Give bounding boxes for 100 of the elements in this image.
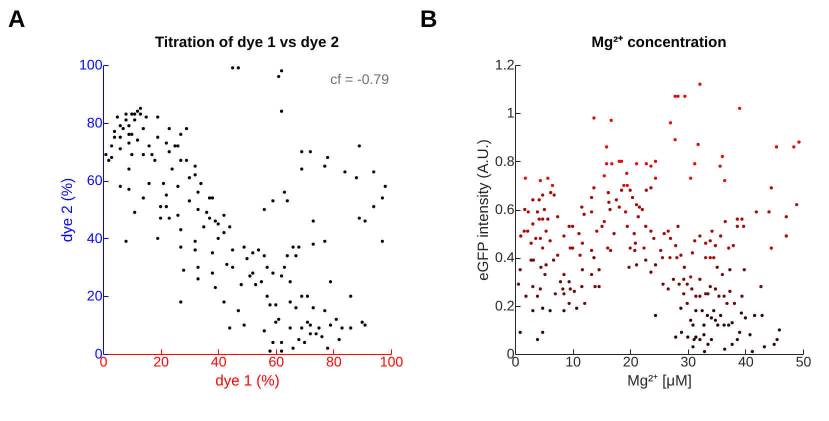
point	[712, 309, 716, 312]
point	[691, 345, 695, 348]
point	[518, 330, 522, 334]
point	[706, 314, 709, 318]
point	[679, 306, 682, 310]
point	[738, 330, 742, 334]
point	[686, 336, 690, 339]
chart-title: Mg²⁺ concentration	[592, 34, 726, 51]
point	[750, 350, 754, 354]
point	[774, 145, 778, 148]
point	[602, 174, 606, 178]
point	[714, 318, 718, 322]
point	[550, 184, 554, 187]
x-tick-label: 50	[796, 354, 812, 370]
point	[546, 176, 550, 180]
point	[710, 338, 713, 342]
x-tick-label: 20	[622, 354, 639, 370]
y-tick-label: 80	[86, 114, 103, 130]
point	[700, 309, 704, 312]
point	[760, 314, 764, 318]
point	[722, 324, 726, 327]
point	[748, 333, 752, 336]
point	[536, 338, 540, 342]
point	[626, 184, 629, 187]
point	[654, 314, 658, 318]
point	[730, 321, 734, 324]
x-tick-label: 10	[565, 354, 582, 370]
point	[730, 342, 734, 346]
text: A	[8, 6, 26, 34]
point	[693, 162, 696, 166]
point	[538, 179, 542, 182]
y-tick-label: 1	[506, 104, 515, 121]
point	[674, 138, 677, 142]
point	[723, 179, 726, 182]
point	[744, 316, 747, 320]
x-axis-title: Mg²⁺ [μM]	[627, 372, 692, 390]
point	[649, 164, 653, 168]
y-tick-label: 40	[86, 230, 103, 246]
point	[541, 306, 544, 310]
y-tick-label: 100	[79, 56, 103, 72]
point	[692, 338, 696, 342]
y-tick-label: 0.4	[495, 249, 515, 266]
chart-title: Titration of dye 1 vs dye 2	[155, 34, 339, 51]
point	[674, 336, 678, 339]
point	[740, 311, 743, 315]
point	[698, 82, 702, 86]
y-axis-title: eGFP intensity (A.U.)	[475, 139, 492, 281]
y-tick-label: 20	[86, 288, 103, 304]
point	[541, 330, 544, 334]
point	[676, 94, 680, 98]
point	[718, 164, 722, 168]
point	[683, 94, 686, 98]
point	[716, 324, 720, 327]
point	[605, 162, 608, 166]
point	[654, 176, 658, 180]
point	[674, 94, 677, 98]
y-tick-label: 0.6	[495, 201, 515, 217]
point	[719, 314, 722, 318]
point	[702, 333, 706, 336]
point	[694, 336, 698, 339]
x-tick-label: 60	[268, 354, 284, 370]
point	[562, 309, 566, 312]
point	[720, 154, 724, 158]
x-tick-label: 40	[210, 354, 227, 370]
x-tick-label: 40	[738, 354, 754, 370]
y-tick-label: 60	[86, 172, 103, 188]
point	[698, 338, 702, 342]
point	[548, 309, 552, 312]
point	[680, 330, 684, 334]
point	[668, 121, 672, 124]
point	[644, 162, 648, 166]
point	[696, 142, 700, 146]
point	[778, 328, 781, 332]
point	[738, 106, 742, 110]
point	[691, 324, 695, 327]
point	[702, 324, 706, 327]
point	[634, 162, 638, 166]
x-tick-label: 20	[153, 354, 170, 370]
point	[797, 140, 801, 144]
point	[622, 184, 626, 187]
point	[776, 338, 779, 342]
point	[689, 176, 692, 180]
point	[736, 338, 739, 342]
point	[592, 116, 596, 120]
point	[753, 314, 756, 318]
y-tick-label: 1.2	[495, 56, 515, 72]
text: B	[420, 6, 438, 34]
point	[723, 348, 726, 351]
y-axis-title: dye 2 (%)	[59, 178, 76, 242]
point	[727, 324, 730, 327]
point	[702, 350, 706, 354]
y-tick-label: 0.8	[495, 152, 515, 169]
point	[689, 318, 692, 322]
point	[610, 162, 614, 166]
point	[625, 172, 628, 175]
annotation: cf = -0.79	[330, 71, 390, 87]
point	[654, 160, 658, 163]
point	[792, 145, 796, 148]
y-tick-label: 0.2	[495, 297, 515, 314]
point	[710, 316, 713, 320]
